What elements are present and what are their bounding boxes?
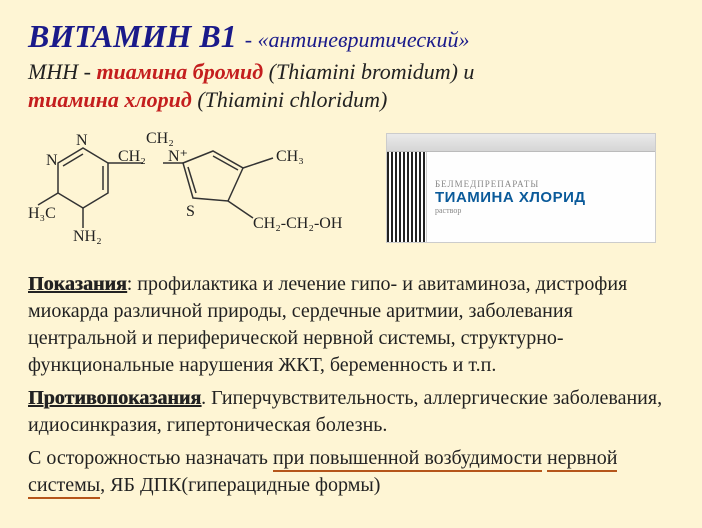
mnn-row-1: МНН - тиамина бромид (Thiamini bromidum)… (28, 59, 674, 85)
mnn-label: МНН - (28, 59, 96, 84)
chem-n3: N⁺ (168, 148, 188, 165)
mnn-name-2: тиамина хлорид (28, 87, 192, 112)
caution-prefix: С осторожностью назначать (28, 447, 273, 469)
package-name: ТИАМИНА ХЛОРИД (435, 189, 647, 206)
medicine-package: БЕЛМЕДПРЕПАРАТЫ ТИАМИНА ХЛОРИД раствор (386, 133, 656, 243)
medicine-box: БЕЛМЕДПРЕПАРАТЫ ТИАМИНА ХЛОРИД раствор (368, 123, 674, 253)
indications-section: Показания: профилактика и лечение гипо- … (28, 271, 674, 379)
caution-suffix: , ЯБ ДПК(гиперацидные формы) (100, 474, 380, 496)
chem-ch2a: CH₂ (118, 148, 146, 165)
title-row: ВИТАМИН В1 - «антиневритический» (28, 18, 674, 55)
chemical-structure: N N CH₂ N⁺ CH₂ S CH₃ CH₂-CH₂-OH H₃C NH₂ (28, 123, 348, 253)
indications-label: Показания (28, 273, 127, 295)
chem-n1: N (76, 132, 88, 149)
mnn-name-1: тиамина бромид (96, 59, 263, 84)
chem-ch2b: CH₂ (146, 130, 174, 147)
chem-ch3: CH₃ (276, 148, 304, 165)
contraindications-label: Противопоказания (28, 387, 201, 409)
chem-s: S (186, 203, 195, 220)
mnn-row-2: тиамина хлорид (Thiamini chloridum) (28, 87, 674, 113)
mnn-latin-2: (Thiamini chloridum) (197, 87, 387, 112)
caution-section: С осторожностью назначать при повышенной… (28, 445, 674, 499)
package-lid (387, 134, 655, 152)
package-brand: БЕЛМЕДПРЕПАРАТЫ (435, 179, 647, 189)
mnn-latin-1: (Thiamini bromidum) и (263, 59, 474, 84)
chem-nh2: NH₂ (73, 228, 102, 245)
contraindications-section: Противопоказания. Гиперчувствительность,… (28, 385, 674, 439)
chem-h3c: H₃C (28, 205, 56, 222)
title-main: ВИТАМИН В1 (28, 18, 237, 55)
barcode-icon (387, 152, 427, 242)
caution-underlined-1: при повышенной возбудимости (273, 447, 542, 472)
package-label: БЕЛМЕДПРЕПАРАТЫ ТИАМИНА ХЛОРИД раствор (427, 152, 655, 242)
package-sub: раствор (435, 206, 647, 215)
title-sub: - «антиневритический» (245, 27, 470, 53)
package-body: БЕЛМЕДПРЕПАРАТЫ ТИАМИНА ХЛОРИД раствор (387, 152, 655, 242)
mid-section: N N CH₂ N⁺ CH₂ S CH₃ CH₂-CH₂-OH H₃C NH₂ … (28, 123, 674, 253)
chem-chain: CH₂-CH₂-OH (253, 215, 343, 232)
chem-n2: N (46, 152, 58, 169)
